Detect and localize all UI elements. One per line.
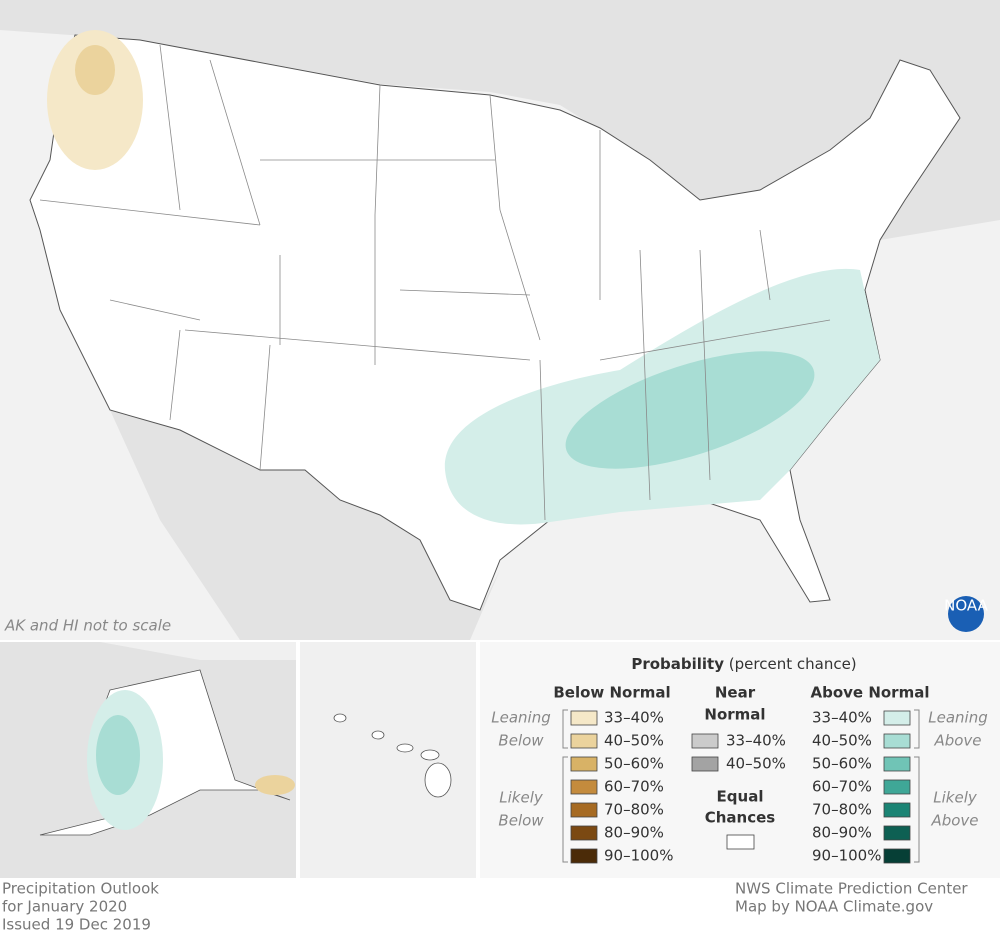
legend-swatch [883,733,911,749]
hawaii-panel [300,642,476,878]
legend-label: 40–50% [726,755,786,773]
legend-swatch [691,733,719,749]
legend-swatch [883,802,911,818]
outlook-area [75,45,115,95]
legend-label: 90–100% [812,847,881,865]
column-heading: Near [715,684,756,702]
legend-swatch [570,825,598,841]
legend-label: 90–100% [604,847,673,865]
outlook-area [255,775,295,795]
footer-text: NWS Climate Prediction Center [735,880,968,898]
scale-note: AK and HI not to scale [4,617,171,635]
hawaii [333,713,452,798]
column-heading: Normal [704,706,765,724]
legend-label: 80–90% [604,824,664,842]
mexico [110,410,500,640]
footer-text: for January 2020 [2,898,127,916]
state-borders [39,44,831,521]
legend-label: 60–70% [812,778,872,796]
side-label: Leaning [491,709,550,727]
legend-title-main: Probability [631,655,724,673]
legend-label: 70–80% [604,801,664,819]
legend-swatch [883,710,911,726]
outlook-area [47,30,143,170]
outlook-area [96,715,140,795]
legend-swatch [570,710,598,726]
legend-label: 33–40% [604,709,664,727]
legend-swatch [570,802,598,818]
side-label: Above [933,732,981,750]
footer-text: Issued 19 Dec 2019 [2,916,151,934]
column-heading: Below Normal [553,684,670,702]
legend-label: 50–60% [604,755,664,773]
legend-swatch [570,733,598,749]
bracket [562,756,568,863]
legend-subtitle: (percent chance) [729,655,857,673]
column-heading: Equal [717,788,764,806]
legend-title: Probability (percent chance) [631,655,856,673]
legend-swatch [883,825,911,841]
bracket [562,709,568,749]
legend-swatch [570,756,598,772]
canada [0,0,1000,240]
side-label: Likely [933,789,978,807]
legend: Below Normal Above Normal Near Normal 33–40%… [491,684,987,865]
legend-label: 40–50% [812,732,872,750]
legend-swatch [570,848,598,864]
column-heading: Above Normal [811,684,930,702]
logo [948,596,984,632]
side-label: Below [498,732,544,750]
column-heading: Chances [705,809,776,827]
legend-swatch [726,834,755,850]
legend-label: 60–70% [604,778,664,796]
outlook-area [565,351,815,469]
side-label: Likely [499,789,544,807]
side-label: Above [930,812,978,830]
side-label: Leaning [928,709,987,727]
logo-text: NOAA [944,597,988,615]
bracket [914,709,920,749]
legend-label: 33–40% [726,732,786,750]
legend-swatch [883,779,911,795]
legend-label: 50–60% [812,755,872,773]
bracket [914,756,920,863]
legend-swatch [883,848,911,864]
legend-swatch [883,756,911,772]
legend-label: 80–90% [812,824,872,842]
legend-label: 40–50% [604,732,664,750]
legend-swatch [570,779,598,795]
legend-label: 70–80% [812,801,872,819]
footer-text: Precipitation Outlook [2,880,159,898]
legend-swatch [691,756,719,772]
footer-text: Map by NOAA Climate.gov [735,898,933,916]
legend-label: 33–40% [812,709,872,727]
side-label: Below [498,812,544,830]
